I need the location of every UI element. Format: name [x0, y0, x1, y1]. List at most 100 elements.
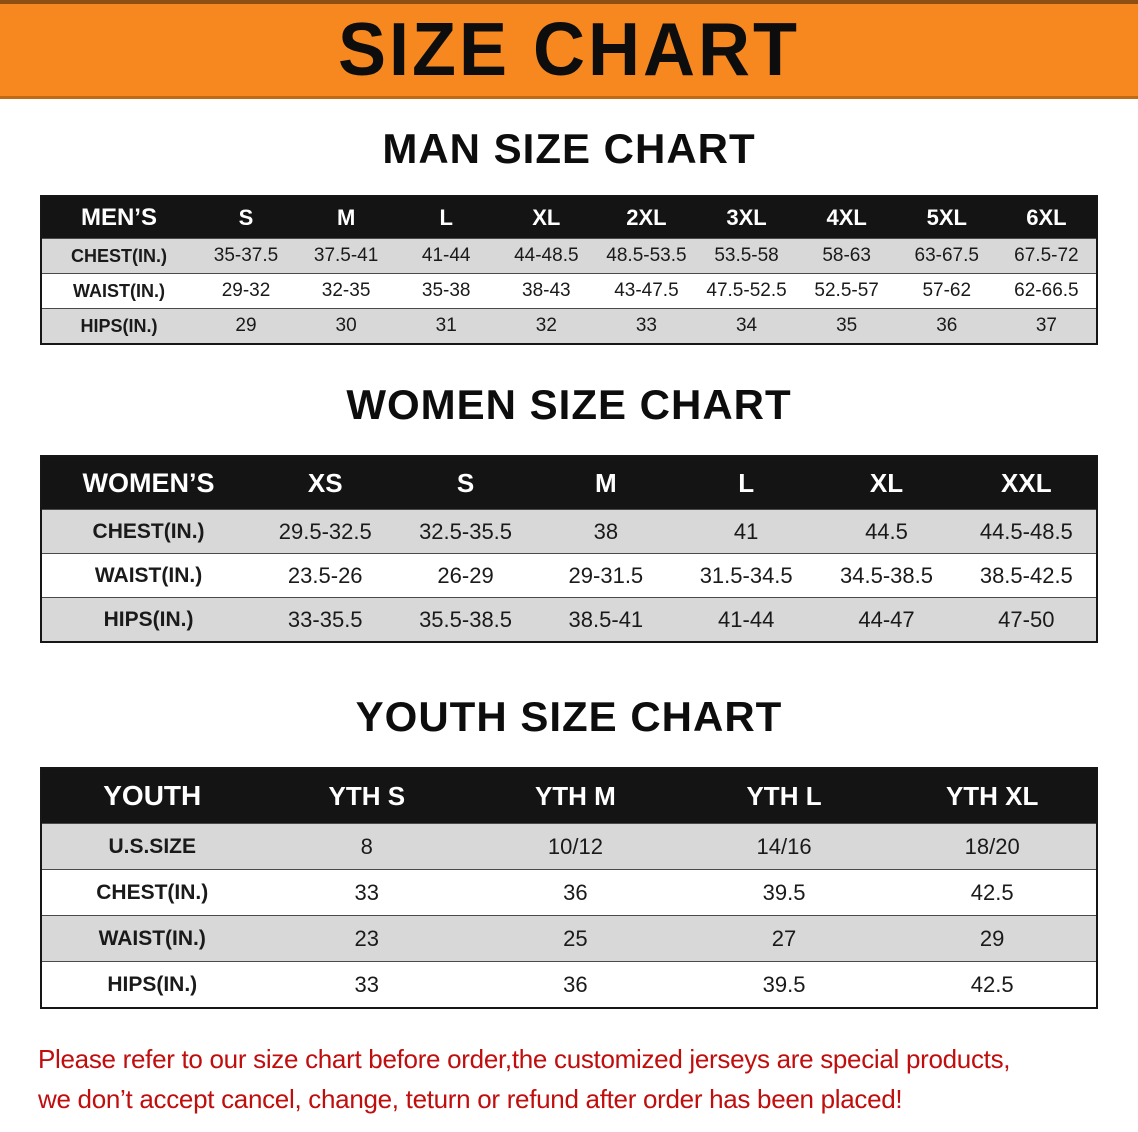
measurement-value: 52.5-57 — [796, 273, 897, 309]
measurement-value: 32-35 — [296, 273, 397, 309]
measurement-value: 39.5 — [679, 961, 889, 1008]
measurement-value: 35-38 — [396, 273, 497, 309]
women-section-heading: WOMEN SIZE CHART — [346, 381, 792, 428]
table-row: HIPS(IN.) 29 30 31 32 33 34 35 36 37 — [41, 308, 1097, 344]
measurement-value: 25 — [471, 915, 680, 962]
measurement-label: WAIST(IN.) — [41, 553, 256, 598]
youth-section-heading: YOUTH SIZE CHART — [355, 693, 783, 740]
measurement-value: 41 — [676, 509, 817, 554]
measurement-value: 37.5-41 — [296, 238, 397, 274]
disclaimer-line-2: we don’t accept cancel, change, teturn o… — [38, 1084, 903, 1114]
measurement-value: 41-44 — [396, 238, 497, 274]
measurement-value: 30 — [296, 308, 397, 344]
measurement-value: 29-32 — [195, 273, 297, 309]
table-header-row: YOUTH YTH S YTH M YTH L YTH XL — [41, 768, 1097, 824]
size-column-header: XL — [816, 456, 957, 510]
table-corner-label: YOUTH — [41, 768, 263, 824]
disclaimer: Please refer to our size chart before or… — [0, 1039, 1138, 1119]
measurement-value: 35 — [796, 308, 897, 344]
measurement-value: 36 — [471, 869, 680, 916]
measurement-value: 31 — [396, 308, 497, 344]
measurement-value: 37 — [996, 308, 1097, 344]
measurement-value: 62-66.5 — [996, 273, 1097, 309]
size-column-header: M — [296, 196, 397, 239]
measurement-value: 35-37.5 — [195, 238, 297, 274]
measurement-value: 57-62 — [896, 273, 997, 309]
size-column-header: 6XL — [996, 196, 1097, 239]
size-column-header: XL — [496, 196, 597, 239]
women-size-table: WOMEN’S XS S M L XL XXL CHEST(IN.) 29.5-32.5 32.5… — [40, 455, 1098, 643]
measurement-label: CHEST(IN.) — [41, 869, 263, 916]
measurement-value: 10/12 — [471, 823, 680, 870]
measurement-value: 26-29 — [395, 553, 536, 598]
measurement-value: 33-35.5 — [255, 597, 396, 642]
measurement-value: 33 — [262, 869, 472, 916]
measurement-value: 8 — [262, 823, 472, 870]
measurement-value: 44.5 — [816, 509, 957, 554]
measurement-value: 44-48.5 — [496, 238, 597, 274]
measurement-value: 42.5 — [888, 869, 1097, 916]
table-corner-label: MEN’S — [41, 196, 196, 239]
measurement-value: 29 — [195, 308, 297, 344]
measurement-label: HIPS(IN.) — [41, 308, 196, 344]
measurement-value: 44-47 — [816, 597, 957, 642]
measurement-value: 23.5-26 — [255, 553, 396, 598]
measurement-label: CHEST(IN.) — [41, 238, 196, 274]
measurement-value: 34 — [696, 308, 797, 344]
title-banner: SIZE CHART — [0, 0, 1138, 99]
youth-size-table: YOUTH YTH S YTH M YTH L YTH XL U.S.SIZE 8 10/12… — [40, 767, 1098, 1009]
measurement-value: 58-63 — [796, 238, 897, 274]
measurement-label: CHEST(IN.) — [41, 509, 256, 554]
measurement-value: 42.5 — [888, 961, 1097, 1008]
youth-size-section: YOUTH SIZE CHART YOUTH YTH S YTH M YTH L YTH… — [0, 693, 1138, 1009]
size-column-header: 3XL — [696, 196, 797, 239]
measurement-value: 38.5-42.5 — [956, 553, 1097, 598]
measurement-value: 53.5-58 — [696, 238, 797, 274]
table-row: WAIST(IN.) 23.5-26 26-29 29-31.5 31.5-34.5 34… — [41, 553, 1097, 598]
size-column-header: XS — [255, 456, 396, 510]
measurement-value: 35.5-38.5 — [395, 597, 536, 642]
size-column-header: XXL — [956, 456, 1097, 510]
measurement-value: 38 — [535, 509, 677, 554]
measurement-value: 29-31.5 — [535, 553, 677, 598]
table-row: U.S.SIZE 8 10/12 14/16 18/20 — [41, 823, 1097, 870]
measurement-label: HIPS(IN.) — [41, 597, 256, 642]
size-column-header: YTH S — [262, 768, 472, 824]
size-column-header: M — [535, 456, 677, 510]
measurement-value: 41-44 — [676, 597, 817, 642]
table-header-row: WOMEN’S XS S M L XL XXL — [41, 456, 1097, 510]
table-row: CHEST(IN.) 33 36 39.5 42.5 — [41, 869, 1097, 916]
size-column-header: YTH M — [471, 768, 680, 824]
table-corner-label: WOMEN’S — [41, 456, 256, 510]
measurement-value: 29 — [888, 915, 1097, 962]
measurement-value: 32 — [496, 308, 597, 344]
measurement-value: 32.5-35.5 — [395, 509, 536, 554]
table-row: HIPS(IN.) 33-35.5 35.5-38.5 38.5-41 41-44 44-… — [41, 597, 1097, 642]
size-column-header: S — [195, 196, 297, 239]
measurement-value: 23 — [262, 915, 472, 962]
size-column-header: 2XL — [596, 196, 697, 239]
size-column-header: L — [396, 196, 497, 239]
disclaimer-line-1: Please refer to our size chart before or… — [38, 1044, 1011, 1074]
measurement-value: 48.5-53.5 — [596, 238, 697, 274]
table-row: CHEST(IN.) 29.5-32.5 32.5-35.5 38 41 44.5 44.5… — [41, 509, 1097, 554]
men-section-heading: MAN SIZE CHART — [382, 125, 756, 172]
measurement-value: 18/20 — [888, 823, 1097, 870]
table-row: WAIST(IN.) 29-32 32-35 35-38 38-43 43-47.5 47.… — [41, 273, 1097, 309]
size-column-header: S — [395, 456, 536, 510]
measurement-value: 29.5-32.5 — [255, 509, 396, 554]
table-header-row: MEN’S S M L XL 2XL 3XL 4XL 5XL 6XL — [41, 196, 1097, 239]
measurement-value: 43-47.5 — [596, 273, 697, 309]
measurement-value: 34.5-38.5 — [816, 553, 957, 598]
measurement-label: HIPS(IN.) — [41, 961, 263, 1008]
measurement-value: 67.5-72 — [996, 238, 1097, 274]
table-row: CHEST(IN.) 35-37.5 37.5-41 41-44 44-48.5 48.5… — [41, 238, 1097, 274]
measurement-label: U.S.SIZE — [41, 823, 263, 870]
measurement-label: WAIST(IN.) — [41, 273, 196, 309]
size-column-header: YTH XL — [888, 768, 1097, 824]
table-row: HIPS(IN.) 33 36 39.5 42.5 — [41, 961, 1097, 1008]
measurement-value: 39.5 — [679, 869, 889, 916]
measurement-value: 31.5-34.5 — [676, 553, 817, 598]
measurement-label: WAIST(IN.) — [41, 915, 263, 962]
